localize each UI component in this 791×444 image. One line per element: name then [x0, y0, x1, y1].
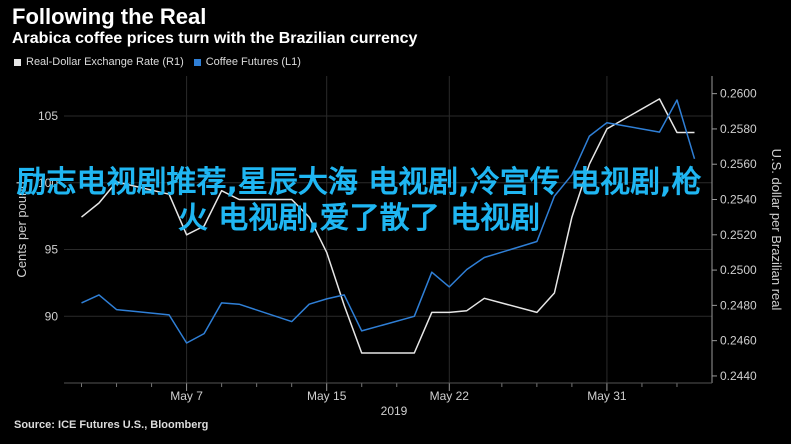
right-tick-label: 0.2540 [720, 193, 757, 207]
legend-label-coffee: Coffee Futures (L1) [205, 56, 301, 68]
left-tick-label: 105 [38, 109, 58, 123]
x-tick-label: May 22 [430, 389, 470, 403]
right-tick-label: 0.2440 [720, 369, 757, 383]
legend: Real-Dollar Exchange Rate (R1) Coffee Fu… [14, 56, 301, 68]
right-tick-label: 0.2520 [720, 228, 757, 242]
legend-item-coffee: Coffee Futures (L1) [193, 56, 301, 68]
right-axis-title: U.S. dollar per Brazilian real [769, 149, 784, 311]
left-tick-label: 90 [45, 309, 59, 323]
overlay-banner-text: 励志电视剧推荐,星辰大海 电视剧,冷宫传 电视剧,枪火 电视剧,爱了散了 电视剧 [16, 165, 702, 236]
right-tick-label: 0.2500 [720, 263, 757, 277]
source-note: Source: ICE Futures U.S., Bloomberg [14, 419, 209, 431]
right-tick-label: 0.2580 [720, 122, 757, 136]
legend-label-brl: Real-Dollar Exchange Rate (R1) [26, 56, 184, 68]
x-year-label: 2019 [381, 404, 408, 418]
x-tick-label: May 31 [587, 389, 627, 403]
legend-item-brl: Real-Dollar Exchange Rate (R1) [14, 56, 184, 68]
right-tick-label: 0.2600 [720, 87, 757, 101]
legend-swatch-brl [14, 58, 21, 66]
series-line-brl [81, 98, 695, 354]
left-axis-title: Cents per pound [14, 181, 29, 277]
series-line-coffee [81, 99, 696, 344]
x-tick-label: May 7 [170, 389, 203, 403]
chart-subtitle: Arabica coffee prices turn with the Braz… [12, 30, 418, 47]
legend-swatch-coffee [193, 58, 201, 66]
chart-title: Following the Real [12, 4, 207, 29]
left-tick-label: 100 [38, 176, 58, 190]
right-tick-label: 0.2460 [720, 334, 757, 348]
x-tick-label: May 15 [307, 389, 347, 403]
left-tick-label: 95 [45, 243, 59, 257]
right-tick-label: 0.2560 [720, 157, 757, 171]
right-tick-label: 0.2480 [720, 298, 757, 312]
